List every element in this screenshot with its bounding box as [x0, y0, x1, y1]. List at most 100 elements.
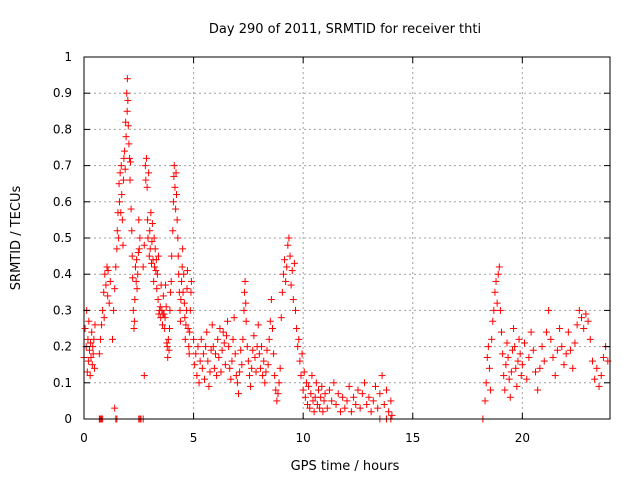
data-point — [231, 350, 239, 358]
data-point — [140, 372, 148, 380]
data-point — [501, 386, 509, 394]
data-point — [580, 325, 588, 332]
data-point — [179, 245, 187, 253]
data-point — [482, 379, 490, 387]
data-point — [582, 310, 590, 318]
data-point — [266, 317, 274, 325]
data-point — [152, 267, 160, 275]
data-point — [191, 361, 199, 369]
data-point — [236, 368, 244, 376]
data-point — [190, 335, 198, 343]
data-point — [159, 292, 167, 300]
data-point — [119, 176, 127, 184]
data-point — [128, 227, 136, 235]
grid — [84, 57, 610, 419]
data-point — [562, 350, 570, 358]
data-point — [185, 343, 193, 351]
data-point — [531, 368, 539, 376]
data-point — [169, 227, 177, 235]
y-tick-label: 0.2 — [53, 340, 72, 354]
data-point — [341, 404, 349, 412]
data-point — [597, 372, 605, 380]
data-point — [259, 372, 267, 380]
data-point — [150, 277, 158, 285]
data-point — [556, 325, 564, 332]
data-point — [118, 216, 126, 224]
data-point — [153, 285, 161, 293]
data-point — [313, 401, 321, 409]
data-point — [536, 364, 544, 372]
data-point — [104, 267, 112, 275]
data-point — [595, 382, 603, 390]
data-point — [567, 346, 575, 354]
data-point — [229, 335, 237, 343]
data-point — [225, 343, 233, 351]
data-point — [152, 256, 160, 264]
plot-area-frame — [83, 56, 611, 420]
data-point — [91, 321, 99, 329]
data-point — [387, 397, 395, 405]
data-point — [296, 357, 304, 365]
data-point — [127, 205, 135, 213]
data-point — [247, 382, 255, 390]
data-point — [371, 382, 379, 390]
data-point — [511, 343, 519, 351]
data-point — [361, 379, 369, 387]
data-point — [245, 372, 253, 380]
data-point — [116, 198, 124, 206]
data-point — [117, 209, 125, 217]
data-point — [213, 372, 221, 380]
data-point — [161, 314, 169, 322]
data-point — [510, 325, 518, 332]
data-point — [345, 382, 353, 390]
data-point — [147, 209, 155, 217]
data-point — [89, 350, 97, 358]
data-point — [279, 270, 287, 278]
data-point — [91, 364, 99, 372]
data-point — [118, 191, 126, 199]
data-point — [306, 404, 314, 412]
data-point — [210, 364, 218, 372]
data-point — [134, 248, 142, 256]
data-point — [330, 379, 338, 387]
data-point — [181, 335, 189, 343]
data-point — [350, 393, 358, 401]
data-point — [110, 306, 118, 314]
data-point — [173, 216, 181, 224]
data-point — [172, 169, 180, 177]
data-point — [129, 274, 137, 282]
data-point — [148, 238, 156, 246]
data-point — [115, 234, 123, 242]
data-point — [145, 169, 153, 177]
x-tick-label: 10 — [296, 431, 311, 445]
data-point — [508, 346, 516, 354]
x-tick-label: 15 — [405, 431, 420, 445]
data-point — [170, 162, 178, 170]
data-point — [277, 314, 285, 322]
data-point — [300, 368, 308, 376]
data-point — [492, 277, 500, 285]
data-point — [197, 335, 205, 343]
data-point — [89, 343, 97, 351]
data-point — [174, 234, 182, 242]
data-point — [283, 263, 291, 271]
data-point — [382, 386, 390, 394]
data-point — [249, 346, 257, 354]
data-point — [328, 397, 336, 405]
data-point — [218, 346, 226, 354]
y-tick-label: 0 — [64, 412, 72, 426]
data-point — [233, 379, 241, 387]
data-point — [116, 169, 124, 177]
data-point — [203, 328, 211, 336]
data-point — [230, 314, 238, 322]
data-point — [301, 393, 309, 401]
data-point — [312, 379, 320, 387]
data-point — [251, 353, 259, 361]
data-point — [365, 393, 373, 401]
data-point — [517, 372, 525, 380]
data-point — [302, 379, 310, 387]
data-point — [256, 364, 264, 372]
data-point — [529, 346, 537, 354]
data-point — [275, 379, 283, 387]
data-point — [332, 401, 340, 409]
